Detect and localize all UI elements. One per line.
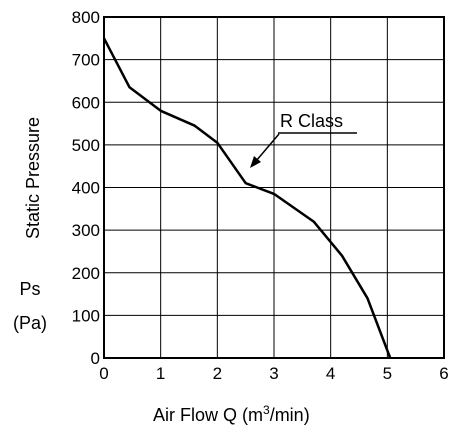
annotation-leader (255, 133, 280, 162)
annotation-label: R Class (280, 111, 343, 131)
x-tick-label: 5 (383, 364, 392, 383)
x-tick-label: 3 (269, 364, 278, 383)
x-tick-label: 4 (326, 364, 335, 383)
y-tick-label: 200 (72, 264, 100, 283)
x-tick-label: 0 (99, 364, 108, 383)
x-tick-label: 6 (439, 364, 448, 383)
y-tick-label: 500 (72, 136, 100, 155)
x-axis-label-main: Air Flow Q (m (153, 405, 263, 425)
x-axis-label-tail: /min) (270, 405, 310, 425)
x-tick-label: 1 (156, 364, 165, 383)
x-axis-label-sup: 3 (263, 403, 270, 417)
y-tick-labels: 0 100 200 300 400 500 600 700 800 (72, 8, 100, 368)
y-tick-label: 300 (72, 221, 100, 240)
x-tick-label: 2 (213, 364, 222, 383)
y-axis-label: Static Pressure (23, 117, 43, 239)
y-tick-label: 800 (72, 8, 100, 27)
y-axis-unit: (Pa) (13, 313, 47, 333)
y-tick-label: 700 (72, 51, 100, 70)
y-tick-label: 600 (72, 93, 100, 112)
grid (103, 16, 445, 359)
y-axis-symbol: Ps (19, 279, 40, 299)
y-tick-label: 100 (72, 306, 100, 325)
y-tick-label: 400 (72, 179, 100, 198)
annotation-arrowhead (250, 156, 261, 168)
x-axis-label: Air Flow Q (m3/min) (153, 403, 310, 425)
plot-frame (103, 16, 445, 359)
x-tick-labels: 0 1 2 3 4 5 6 (99, 364, 448, 383)
y-tick-label: 0 (91, 349, 100, 368)
series-line-r-class (102, 37, 392, 359)
